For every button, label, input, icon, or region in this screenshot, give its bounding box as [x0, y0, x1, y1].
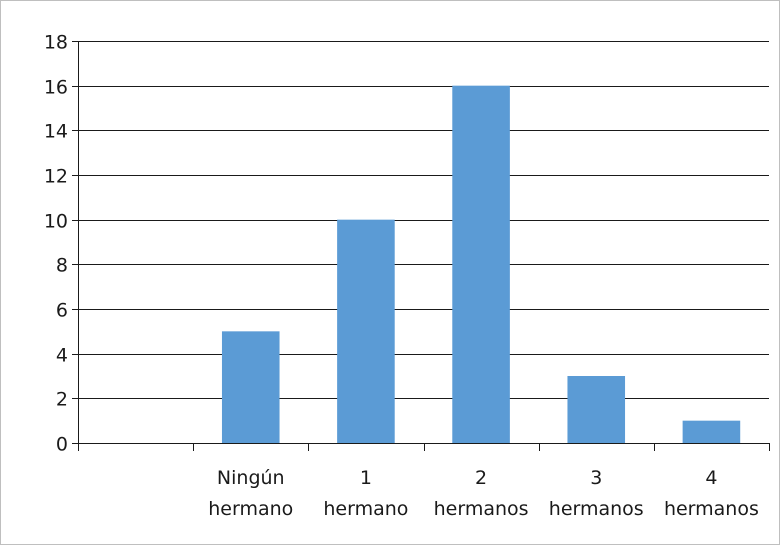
x-category-label: 2: [475, 467, 487, 489]
y-tick-label: 0: [56, 434, 68, 456]
y-tick-label: 6: [56, 300, 68, 322]
x-category-label: hermanos: [664, 498, 759, 520]
y-tick-label: 18: [44, 32, 68, 54]
axes: [72, 41, 770, 451]
y-tick-labels: 0 2 4 6 8 10 12 14 16 18: [44, 32, 68, 456]
y-tick-label: 8: [56, 255, 68, 277]
bar: [452, 85, 510, 444]
x-category-label: Ningún: [217, 467, 285, 489]
x-category-label: hermano: [323, 498, 408, 520]
x-category-label: hermano: [208, 498, 293, 520]
x-category-label: 4: [705, 467, 717, 489]
x-category-label: 3: [590, 467, 602, 489]
y-tick-label: 14: [44, 121, 68, 143]
bar: [682, 420, 741, 443]
x-category-label: 1: [360, 467, 372, 489]
x-category-label: hermanos: [549, 498, 644, 520]
bar: [221, 331, 280, 443]
bars: [221, 85, 741, 444]
x-category-labels: Ningún hermano 1 hermano 2 hermanos 3 hermanos 4…: [208, 467, 759, 520]
y-tick-label: 2: [56, 389, 68, 411]
y-tick-label: 16: [44, 77, 68, 99]
x-category-label: hermanos: [434, 498, 529, 520]
y-tick-label: 4: [56, 345, 68, 367]
gridlines: [78, 41, 769, 399]
bar: [567, 376, 626, 443]
y-tick-label: 10: [44, 211, 68, 233]
bar: [337, 219, 395, 443]
y-tick-label: 12: [44, 166, 68, 188]
